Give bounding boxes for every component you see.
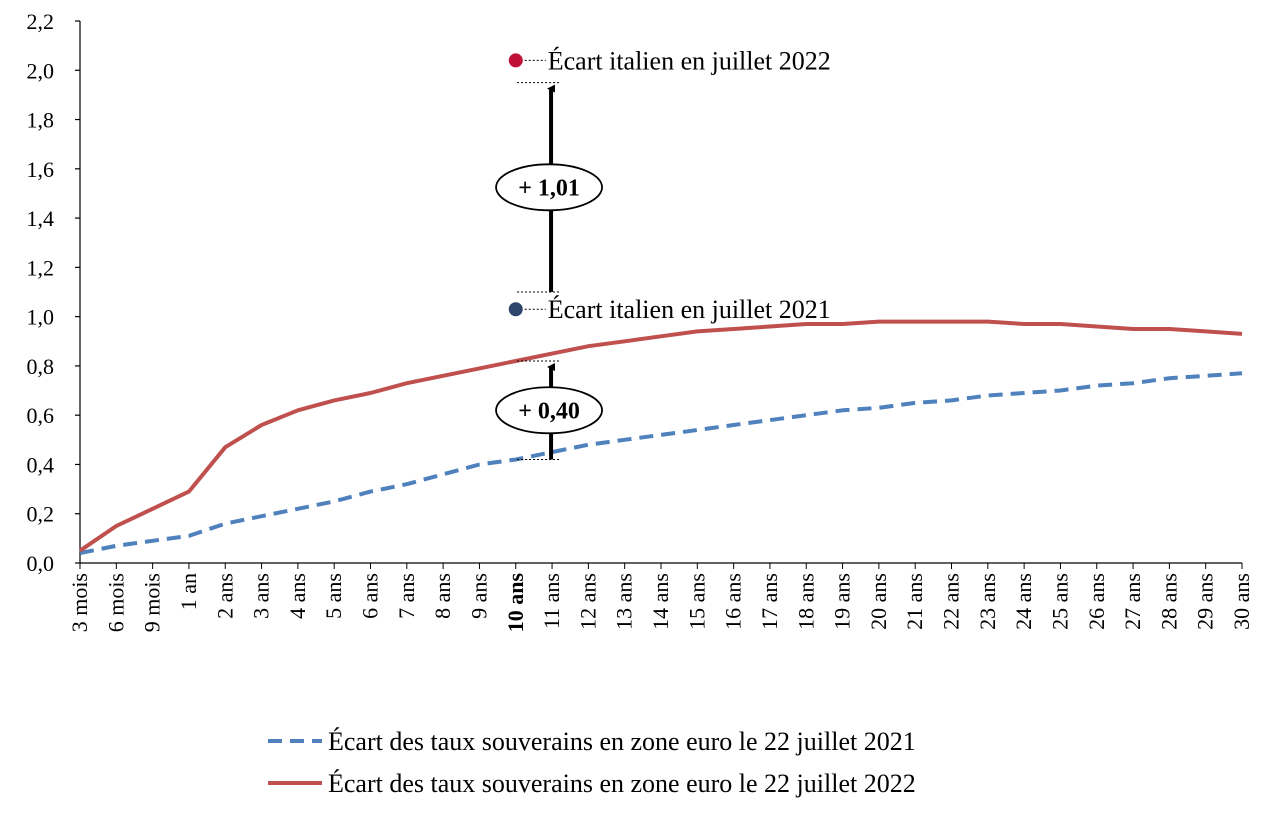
x-tick-label: 20 ans [866,573,891,630]
y-tick-label: 0,0 [27,551,55,576]
x-tick-label: 26 ans [1084,573,1109,630]
x-tick-label: 17 ans [757,573,782,630]
y-tick-label: 1,2 [27,255,55,280]
y-axis: 0,0 0,2 0,4 0,6 0,8 1,0 1,2 1,4 1,6 1,8 2,0 2,2 [27,9,81,576]
y-tick-label: 2,0 [27,58,55,83]
x-tick-label: 6 mois [103,573,128,632]
annotations: Écart italien en juillet 2022 Écart itali… [495,46,831,461]
x-tick-label: 7 ans [394,573,419,619]
point-label: Écart italien en juillet 2021 [548,295,831,324]
x-tick-label: 10 ans [503,573,528,633]
x-tick-label: 5 ans [321,573,346,619]
x-tick-label: 12 ans [575,573,600,630]
x-tick-label: 28 ans [1156,573,1181,630]
delta-label: + 1,01 [518,175,580,201]
x-tick-label: 18 ans [793,573,818,630]
y-tick-label: 2,2 [27,9,55,34]
x-tick-label: 14 ans [648,573,673,630]
x-tick-label: 9 ans [466,573,491,619]
x-tick-label: 23 ans [975,573,1000,630]
legend: Écart des taux souverains en zone euro l… [268,727,916,798]
x-tick-label: 19 ans [830,573,855,630]
x-tick-label: 2 ans [212,573,237,619]
x-tick-label: 16 ans [721,573,746,630]
x-tick-label: 6 ans [358,573,383,619]
x-tick-label: 4 ans [285,573,310,619]
series-line-2 [78,319,1243,553]
x-tick-label: 3 ans [249,573,274,619]
x-tick-label: 13 ans [612,573,637,630]
x-tick-label: 11 ans [539,573,564,629]
italy-point-1 [508,53,523,68]
x-tick-label: 30 ans [1229,573,1254,630]
legend-label-2: Écart des taux souverains en zone euro l… [328,769,916,798]
delta-bubble [495,386,603,435]
x-tick-label: 22 ans [939,573,964,630]
y-tick-label: 1,4 [27,206,55,231]
x-tick-label: 24 ans [1011,573,1036,630]
series-lines [78,319,1243,556]
delta-label: + 0,40 [518,398,580,424]
y-tick-label: 0,6 [27,403,55,428]
x-tick-label: 1 an [176,573,201,610]
x-tick-label: 8 ans [430,573,455,619]
x-tick-label: 25 ans [1047,573,1072,630]
delta-bubble [495,163,603,212]
x-tick-label: 9 mois [140,573,165,632]
legend-label-1: Écart des taux souverains en zone euro l… [328,727,916,756]
y-tick-label: 1,6 [27,157,55,182]
x-axis: 3 mois 6 mois 9 mois 1 an 2 ans 3 ans 4 ans 5 a… [67,562,1254,633]
y-tick-label: 1,8 [27,108,55,133]
x-tick-label: 29 ans [1193,573,1218,630]
y-tick-label: 0,8 [27,354,55,379]
italy-point-2 [508,302,523,317]
x-tick-label: 15 ans [684,573,709,630]
x-tick-label: 3 mois [67,573,92,632]
series-line-1 [79,371,1243,556]
y-tick-label: 1,0 [27,305,55,330]
point-label: Écart italien en juillet 2022 [548,46,831,75]
y-tick-label: 0,4 [27,452,55,477]
x-tick-label: 21 ans [902,573,927,630]
x-tick-label: 27 ans [1120,573,1145,630]
y-tick-label: 0,2 [27,502,55,527]
